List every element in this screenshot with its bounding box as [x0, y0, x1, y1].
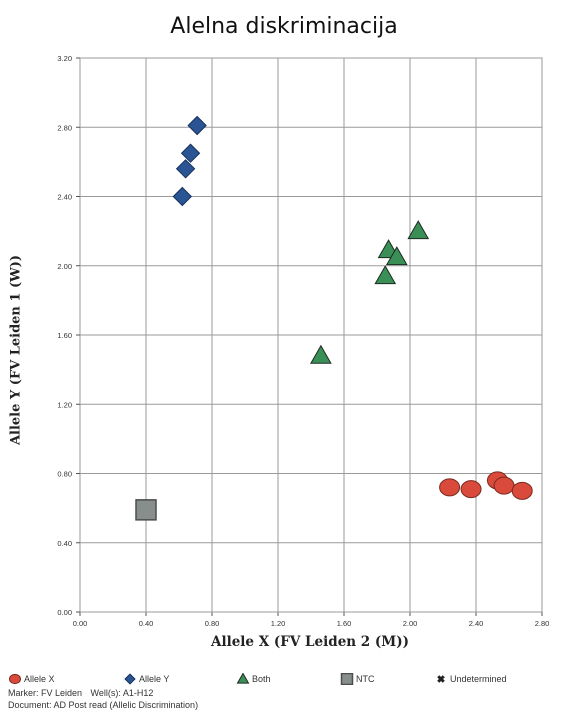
- legend: Allele X Allele Y Both NTC Undetermined: [8, 673, 563, 689]
- data-point-allele-x: [511, 481, 533, 500]
- legend-label: Both: [252, 674, 271, 684]
- legend-item-both: Both: [236, 673, 271, 685]
- y-tick-label: 2.80: [57, 123, 72, 132]
- data-point-both: [407, 220, 430, 240]
- x-tick-label: 0.80: [205, 619, 220, 628]
- y-tick-label: 1.60: [57, 331, 72, 340]
- legend-label: Undetermined: [450, 674, 507, 684]
- wells-info: Well(s): A1-H12: [90, 688, 154, 698]
- legend-marker: [124, 673, 136, 685]
- legend-swatch: [437, 675, 445, 683]
- footer-meta-line: Marker: FV Leiden Well(s): A1-H12: [8, 688, 159, 698]
- data-point-both: [310, 344, 332, 364]
- legend-item-allele-x: Allele X: [8, 673, 55, 685]
- legend-marker: [9, 673, 21, 685]
- data-point-both: [385, 246, 408, 266]
- data-point-allele-y: [175, 159, 196, 179]
- x-tick-label: 0.40: [139, 619, 154, 628]
- x-tick-label: 2.40: [469, 619, 484, 628]
- legend-marker: [340, 673, 354, 685]
- y-axis-label-wrap: Allele Y (FV Leiden 1 (W)): [4, 170, 28, 530]
- x-tick-label: 2.80: [535, 619, 550, 628]
- y-tick-label: 2.40: [57, 193, 72, 202]
- x-tick-label: 0.00: [73, 619, 88, 628]
- y-tick-label: 0.40: [57, 539, 72, 548]
- legend-label: Allele X: [24, 674, 55, 684]
- legend-label: NTC: [356, 674, 375, 684]
- y-tick-label: 3.20: [57, 54, 72, 63]
- data-point-allele-y: [180, 143, 201, 163]
- x-stroke: [437, 675, 445, 683]
- data-point-allele-y: [187, 115, 207, 136]
- legend-marker: [236, 673, 250, 684]
- x-axis-label: Allele X (FV Leiden 2 (M)): [210, 634, 409, 650]
- data-point-ntc: [135, 499, 157, 521]
- y-tick-label: 1.20: [57, 400, 72, 409]
- data-point-allele-x: [439, 478, 461, 497]
- data-point-allele-x: [460, 480, 482, 499]
- legend-swatch: [124, 673, 136, 685]
- data-point-both: [374, 265, 397, 285]
- legend-item-allele-y: Allele Y: [123, 673, 169, 685]
- legend-swatch: [236, 673, 250, 684]
- data-point-allele-y: [172, 186, 193, 207]
- x-tick-label: 1.60: [337, 619, 352, 628]
- y-tick-label: 0.80: [57, 470, 72, 479]
- y-axis-label: Allele Y (FV Leiden 1 (W)): [8, 254, 24, 446]
- y-tick-label: 2.00: [57, 262, 72, 271]
- x-tick-label: 1.20: [271, 619, 286, 628]
- x-tick-label: 2.00: [403, 619, 418, 628]
- legend-item-undetermined: Undetermined: [434, 673, 507, 685]
- legend-item-ntc: NTC: [340, 673, 375, 685]
- chart-title: Alelna diskriminacija: [170, 14, 398, 39]
- document-info: Document: AD Post read (Allelic Discrimi…: [8, 700, 199, 710]
- data-point-allele-x: [493, 476, 515, 495]
- legend-marker: [437, 675, 445, 683]
- y-tick-label: 0.00: [57, 608, 72, 617]
- legend-swatch: [9, 673, 21, 685]
- legend-label: Allele Y: [139, 674, 170, 684]
- marker-info: Marker: FV Leiden: [8, 688, 83, 698]
- legend-swatch: [340, 673, 354, 685]
